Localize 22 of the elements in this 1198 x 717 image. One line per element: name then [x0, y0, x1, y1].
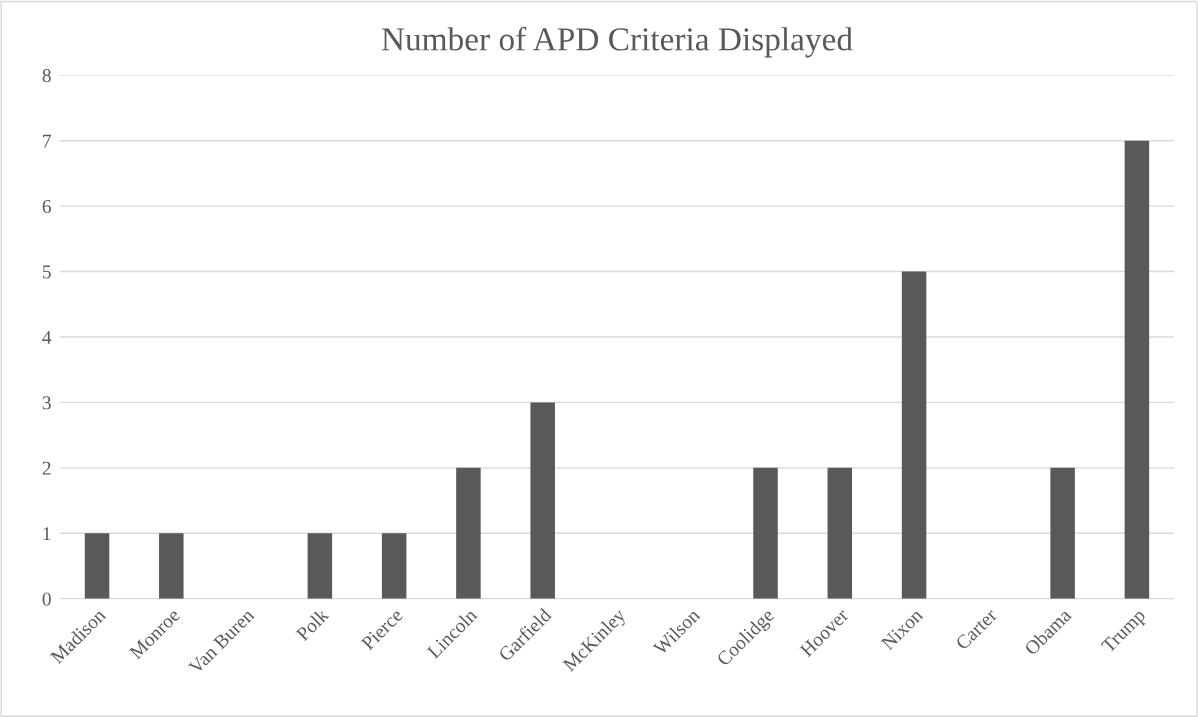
x-tick-label: Polk	[295, 607, 330, 642]
bar	[84, 533, 110, 599]
y-tick-label: 5	[42, 265, 51, 279]
bar	[456, 467, 481, 599]
y-tick-label: 7	[43, 134, 52, 148]
y-tick-label: 3	[42, 396, 51, 410]
bar	[1050, 467, 1075, 599]
chart-title: Number of APD Criteria Displayed	[381, 26, 853, 58]
bar	[159, 533, 184, 599]
bar	[1124, 140, 1150, 599]
y-tick-label: 4	[42, 330, 52, 344]
bar	[381, 533, 407, 599]
y-tick-label: 0	[42, 592, 51, 606]
bar	[753, 467, 778, 599]
y-tick-label: 2	[42, 461, 51, 475]
bar	[530, 402, 555, 599]
bar	[307, 533, 333, 599]
bar	[901, 271, 927, 599]
y-tick-label: 8	[42, 69, 51, 83]
y-tick-label: 6	[42, 200, 51, 214]
bar	[827, 467, 853, 599]
y-tick-label: 1	[43, 527, 51, 541]
